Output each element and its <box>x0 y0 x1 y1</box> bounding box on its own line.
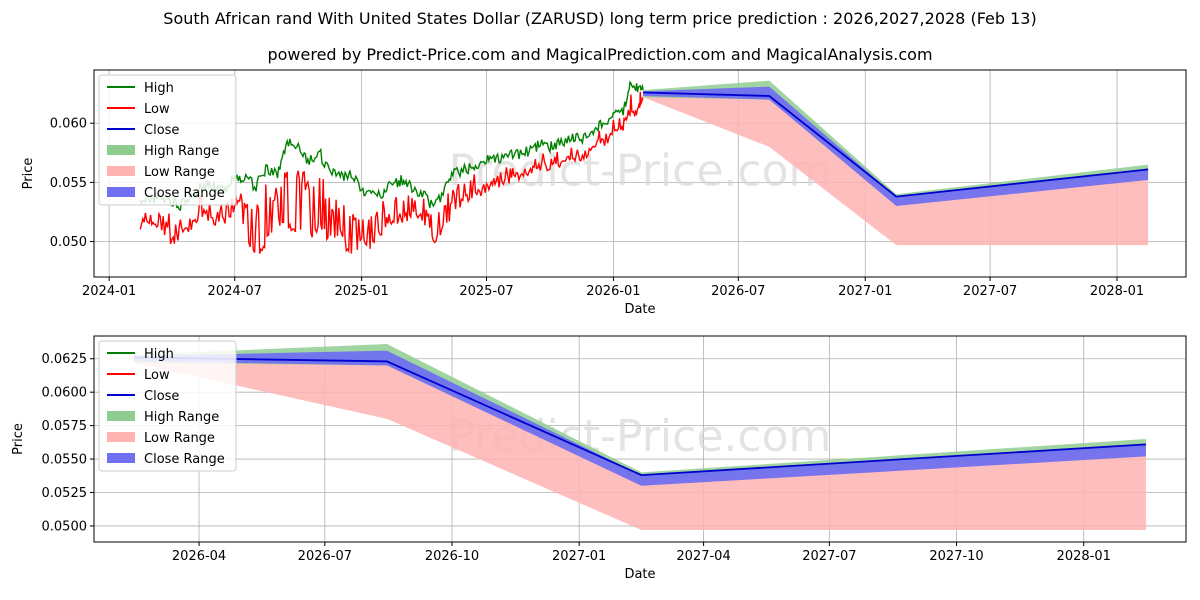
legend-high-range-swatch <box>107 411 135 421</box>
x-axis-label: Date <box>624 567 655 582</box>
x-tick-label: 2028-01 <box>1090 284 1144 299</box>
x-tick-label: 2026-07 <box>711 284 765 299</box>
y-axis-label: Price <box>11 423 26 455</box>
x-tick-label: 2027-01 <box>552 549 606 564</box>
legend-low-range-label: Low Range <box>144 165 215 180</box>
legend-close-range-label: Close Range <box>144 452 225 467</box>
y-tick-label: 0.0625 <box>42 352 88 367</box>
x-tick-label: 2026-01 <box>586 284 640 299</box>
legend-close-label: Close <box>144 123 179 138</box>
legend-high-range-label: High Range <box>144 410 219 425</box>
legend-low-label: Low <box>144 368 170 383</box>
legend-high-range-swatch <box>107 145 135 155</box>
low-range-band <box>134 357 1146 530</box>
y-tick-label: 0.050 <box>50 235 87 250</box>
x-tick-label: 2027-07 <box>963 284 1017 299</box>
x-tick-label: 2025-01 <box>334 284 388 299</box>
x-tick-label: 2027-01 <box>838 284 892 299</box>
x-tick-label: 2026-07 <box>298 549 352 564</box>
legend-low-range-swatch <box>107 166 135 176</box>
low-line <box>139 91 644 254</box>
x-tick-label: 2027-07 <box>802 549 856 564</box>
y-tick-label: 0.055 <box>50 176 87 191</box>
legend-high-label: High <box>144 347 174 362</box>
legend-low-label: Low <box>144 102 170 117</box>
legend-low-range-label: Low Range <box>144 431 215 446</box>
low-range-band <box>643 92 1149 246</box>
x-tick-label: 2027-04 <box>676 549 730 564</box>
legend-high-label: High <box>144 81 174 96</box>
x-tick-label: 2024-01 <box>82 284 136 299</box>
x-tick-label: 2028-01 <box>1057 549 1111 564</box>
x-tick-label: 2025-07 <box>459 284 513 299</box>
close-forecast-line <box>643 91 1149 198</box>
legend-low-range-swatch <box>107 432 135 442</box>
legend: High Low Close High Range Low Range Close Ran… <box>98 340 237 472</box>
close-forecast-line <box>134 356 1146 477</box>
legend-close-label: Close <box>144 389 179 404</box>
legend-high-range-label: High Range <box>144 144 219 159</box>
axes-frame <box>93 69 1187 278</box>
x-axis-label: Date <box>624 302 655 317</box>
y-tick-label: 0.0550 <box>42 453 88 468</box>
y-tick-label: 0.060 <box>50 117 87 132</box>
y-axis-label: Price <box>21 158 36 190</box>
x-tick-label: 2027-10 <box>929 549 983 564</box>
x-tick-label: 2026-10 <box>425 549 479 564</box>
axes-frame <box>93 335 1187 543</box>
legend-close-range-swatch <box>107 187 135 197</box>
y-tick-label: 0.0500 <box>42 519 88 534</box>
y-tick-label: 0.0575 <box>42 419 88 434</box>
legend-close-range-swatch <box>107 453 135 463</box>
legend: High Low Close High Range Low Range Close Ran… <box>98 74 237 206</box>
y-tick-label: 0.0600 <box>42 386 88 401</box>
chart-subtitle: powered by Predict-Price.com and Magical… <box>267 45 933 64</box>
y-tick-label: 0.0525 <box>42 486 88 501</box>
x-tick-label: 2024-07 <box>208 284 262 299</box>
chart-title: South African rand With United States Do… <box>163 9 1037 28</box>
legend-close-range-label: Close Range <box>144 186 225 201</box>
x-tick-label: 2026-04 <box>172 549 226 564</box>
